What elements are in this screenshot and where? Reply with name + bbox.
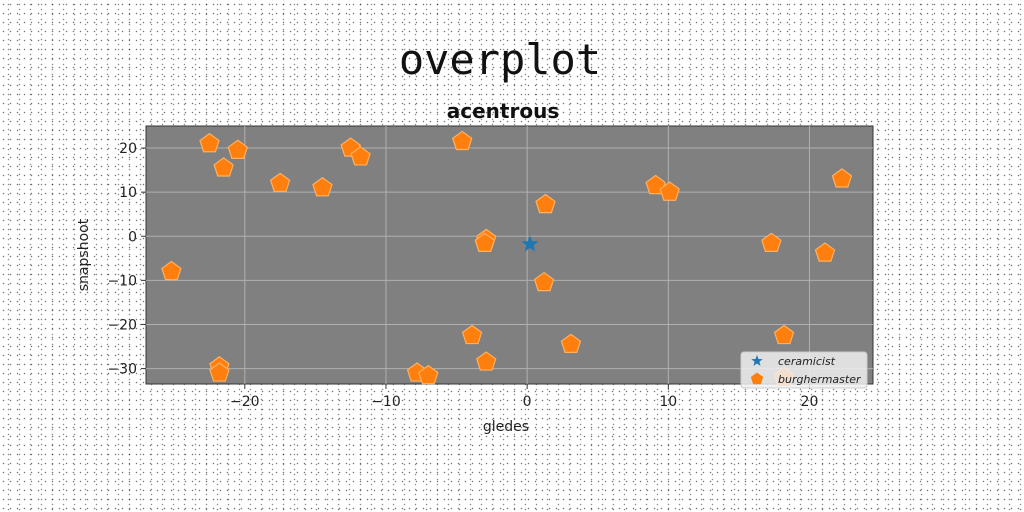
point-burghermaster	[814, 242, 836, 262]
point-burghermaster	[773, 324, 795, 345]
y-tick-label: 20	[119, 141, 137, 157]
point-burghermaster	[161, 260, 182, 281]
point-burghermaster	[659, 181, 680, 201]
legend: ceramicist burghermaster	[740, 351, 868, 389]
axis-ticks: −20 −10 0 10 20 −30 −20 −10 0 10 20	[107, 141, 818, 410]
y-axis-label: snapshoot	[76, 218, 92, 291]
x-tick-label: 20	[801, 394, 819, 410]
legend-label-ceramicist: ceramicist	[778, 355, 836, 368]
point-burghermaster	[475, 351, 497, 371]
legend-label-burghermaster: burghermaster	[778, 373, 862, 386]
point-burghermaster	[474, 232, 496, 252]
legend-marker-burghermaster	[750, 372, 764, 385]
point-burghermaster	[209, 362, 230, 382]
point-ceramicist	[521, 235, 539, 252]
point-burghermaster	[199, 132, 220, 153]
y-tick-label: 10	[119, 185, 137, 201]
x-tick-label: 0	[523, 394, 532, 410]
x-axis-label: gledes	[483, 419, 529, 435]
point-burghermaster	[761, 232, 782, 252]
x-tick-label: −20	[230, 394, 260, 410]
point-burghermaster	[213, 157, 234, 177]
chart-title: acentrous	[447, 99, 559, 123]
x-tick-label: −10	[371, 394, 401, 410]
legend-box	[740, 351, 868, 389]
data-points	[161, 130, 853, 387]
point-burghermaster	[533, 271, 555, 292]
point-burghermaster	[312, 176, 333, 197]
point-burghermaster	[535, 193, 556, 214]
y-tick-label: 0	[128, 229, 137, 245]
plot-area	[145, 125, 874, 385]
figure-title: overplot	[399, 35, 601, 84]
point-burghermaster	[350, 146, 371, 166]
grid-lines	[146, 126, 873, 384]
y-tick-label: −10	[107, 273, 137, 289]
legend-marker-ceramicist	[751, 355, 763, 366]
y-tick-label: −20	[107, 317, 137, 333]
point-burghermaster	[227, 139, 248, 159]
point-burghermaster	[269, 172, 291, 193]
point-burghermaster	[560, 333, 582, 353]
point-burghermaster	[831, 168, 853, 188]
point-burghermaster	[461, 324, 483, 345]
point-burghermaster	[451, 130, 473, 151]
plot-background	[145, 125, 874, 385]
x-tick-label: 10	[659, 394, 677, 410]
point-burghermaster	[418, 364, 439, 385]
y-tick-label: −30	[107, 362, 137, 378]
